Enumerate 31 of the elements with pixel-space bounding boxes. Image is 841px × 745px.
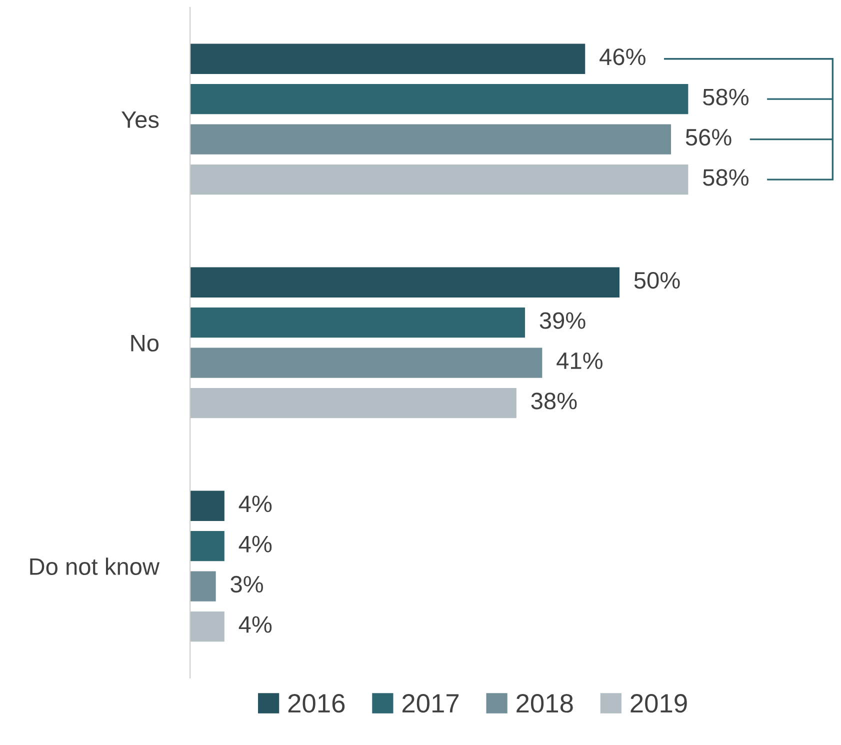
bar — [190, 490, 224, 521]
bar — [190, 531, 224, 562]
data-label: 4% — [238, 536, 272, 552]
data-label: 39% — [540, 312, 586, 329]
data-label: 3% — [230, 576, 264, 593]
bar — [190, 44, 586, 74]
bar — [190, 388, 516, 418]
data-label: 4% — [238, 616, 272, 633]
legend-label: 2018 — [516, 694, 573, 713]
bar — [190, 124, 672, 154]
y-tick-label: Yes — [122, 112, 159, 128]
data-label: 58% — [703, 169, 749, 186]
bar — [190, 571, 216, 602]
bar — [190, 164, 688, 195]
legend-label: 2019 — [630, 694, 687, 713]
data-label: 4% — [238, 496, 272, 512]
bar — [190, 267, 620, 298]
legend-label: 2016 — [288, 694, 345, 713]
y-tick-label: No — [131, 335, 159, 352]
bar — [190, 84, 688, 114]
data-label: 50% — [634, 272, 680, 289]
data-label: 46% — [600, 48, 646, 66]
data-label: 56% — [686, 128, 732, 146]
data-label: 38% — [531, 392, 577, 410]
data-label: 41% — [556, 352, 602, 370]
y-tick-label: Do not know — [30, 558, 160, 575]
legend-label: 2017 — [402, 694, 459, 713]
bar — [190, 611, 224, 642]
data-label: 58% — [703, 88, 749, 106]
bar — [190, 348, 542, 378]
bar — [190, 308, 526, 338]
